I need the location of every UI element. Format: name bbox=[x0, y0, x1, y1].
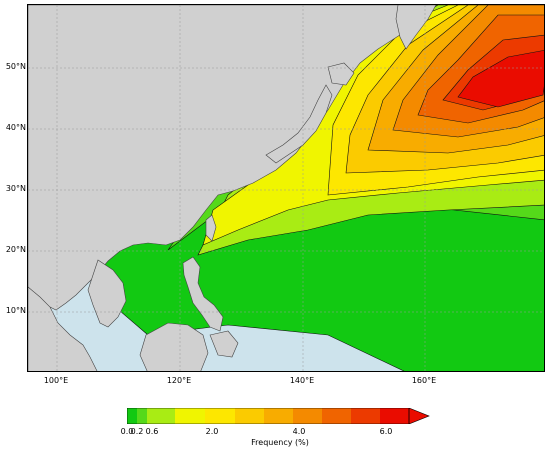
lat-label-50n: 50°N bbox=[5, 62, 26, 71]
colorbar-tick-5: 6.0 bbox=[379, 427, 393, 436]
colorbar bbox=[127, 408, 430, 424]
lat-label-40n: 40°N bbox=[5, 123, 26, 132]
colorbar-bin-0 bbox=[127, 408, 137, 424]
colorbar-bin-4 bbox=[205, 408, 235, 424]
colorbar-tick-3: 2.0 bbox=[205, 427, 219, 436]
philippines-land bbox=[182, 256, 224, 332]
colorbar-bin-9 bbox=[351, 408, 380, 424]
kamchatka-land bbox=[395, 5, 437, 50]
hokkaido-land bbox=[327, 62, 355, 86]
map-panel bbox=[27, 4, 545, 372]
indochina-land bbox=[28, 286, 98, 371]
lon-label-100e: 100°E bbox=[43, 376, 69, 385]
lon-label-160e: 160°E bbox=[411, 376, 437, 385]
colorbar-tick-1: 0.2 bbox=[130, 427, 144, 436]
mindanao-land bbox=[209, 330, 239, 358]
colorbar-tick-0: 0.0 bbox=[120, 427, 134, 436]
gridlines bbox=[28, 5, 544, 371]
colorbar-tick-2: 0.6 bbox=[145, 427, 159, 436]
lat-label-10n: 10°N bbox=[5, 306, 26, 315]
freq-band-10 bbox=[457, 50, 544, 108]
lat-label-20n: 20°N bbox=[5, 245, 26, 254]
colorbar-label: Frequency (%) bbox=[251, 438, 309, 447]
colorbar-bin-2 bbox=[147, 408, 175, 424]
colorbar-bin-3 bbox=[175, 408, 205, 424]
vietnam-coast-land bbox=[87, 259, 127, 328]
colorbar-tick-4: 4.0 bbox=[292, 427, 306, 436]
taiwan-land bbox=[205, 214, 217, 242]
colorbar-outline bbox=[127, 408, 410, 424]
lon-label-120e: 120°E bbox=[166, 376, 192, 385]
colorbar-extend-arrow bbox=[408, 408, 430, 424]
borneo-land bbox=[139, 322, 209, 371]
colorbar-bin-5 bbox=[235, 408, 264, 424]
japan-land bbox=[265, 84, 333, 164]
colorbar-bin-8 bbox=[322, 408, 351, 424]
lon-label-140e: 140°E bbox=[289, 376, 315, 385]
frequency-map bbox=[28, 5, 544, 371]
lat-label-30n: 30°N bbox=[5, 184, 26, 193]
colorbar-bin-6 bbox=[264, 408, 293, 424]
colorbar-bin-1 bbox=[137, 408, 147, 424]
colorbar-bin-10 bbox=[380, 408, 409, 424]
colorbar-bin-7 bbox=[293, 408, 322, 424]
